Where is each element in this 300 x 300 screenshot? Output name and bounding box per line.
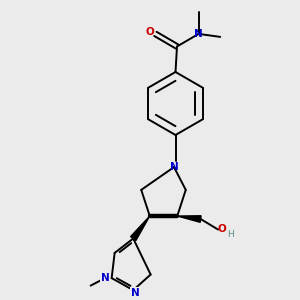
Text: N: N [101, 273, 110, 283]
Polygon shape [130, 216, 150, 241]
Text: N: N [169, 161, 178, 172]
Text: O: O [146, 27, 155, 38]
Polygon shape [177, 216, 201, 222]
Text: O: O [218, 224, 226, 234]
Text: N: N [131, 287, 140, 298]
Text: H: H [227, 230, 234, 239]
Text: N: N [194, 29, 203, 39]
